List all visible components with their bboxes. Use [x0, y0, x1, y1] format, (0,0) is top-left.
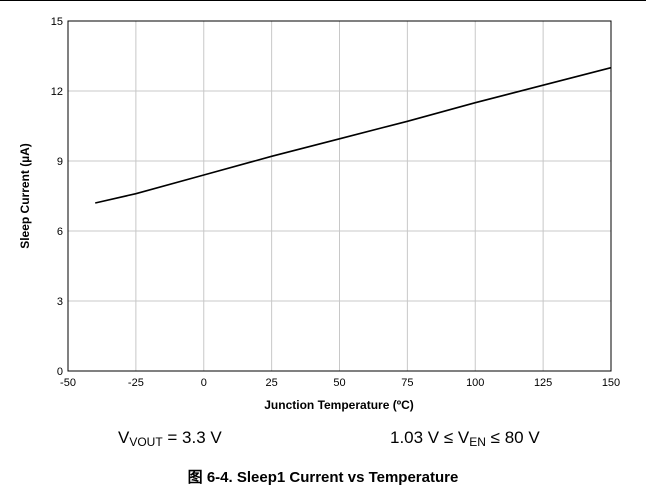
condition-vout-suffix: = 3.3 V: [162, 428, 222, 447]
x-tick-label: 125: [534, 377, 552, 389]
condition-vout-prefix: V: [118, 428, 130, 447]
series-group: [95, 66, 612, 204]
figure-caption: 图 6-4. Sleep1 Current vs Temperature: [187, 469, 459, 486]
grid: [68, 21, 611, 371]
condition-vout: VVOUT = 3.3 V: [118, 428, 222, 449]
x-tick-label: -25: [128, 377, 144, 389]
condition-ven: 1.03 V ≤ VEN ≤ 80 V: [390, 428, 540, 449]
y-tick-label: 0: [57, 366, 63, 378]
condition-ven-sub: EN: [469, 435, 486, 449]
x-tick-label: -50: [60, 377, 76, 389]
x-tick-label: 100: [466, 377, 484, 389]
condition-vout-sub: VOUT: [129, 435, 163, 449]
y-tick-label: 6: [57, 226, 63, 238]
x-tick-label: 75: [401, 377, 413, 389]
sleep-current-chart: -50 -25 0 25 50 75 100 125 150 0 3 6 9 12 15 Junction …: [18, 16, 620, 412]
condition-ven-prefix: 1.03 V ≤ V: [390, 428, 470, 447]
x-tick-label: 50: [333, 377, 345, 389]
y-tick-label: 12: [51, 86, 63, 98]
y-axis-label: Sleep Current (µA): [18, 143, 32, 249]
x-tick-label: 150: [602, 377, 620, 389]
series-line: [95, 66, 612, 204]
y-tick-label: 9: [57, 156, 63, 168]
x-axis-label: Junction Temperature (ºC): [264, 398, 414, 412]
y-tick-label: 15: [51, 16, 63, 28]
y-tick-label: 3: [57, 296, 63, 308]
top-rule: [0, 0, 646, 1]
plot-frame: [67, 20, 612, 372]
condition-ven-suffix: ≤ 80 V: [485, 428, 540, 447]
tick-labels: -50 -25 0 25 50 75 100 125 150 0 3 6 9 12 15: [51, 16, 620, 389]
x-tick-label: 0: [201, 377, 207, 389]
x-tick-label: 25: [266, 377, 278, 389]
